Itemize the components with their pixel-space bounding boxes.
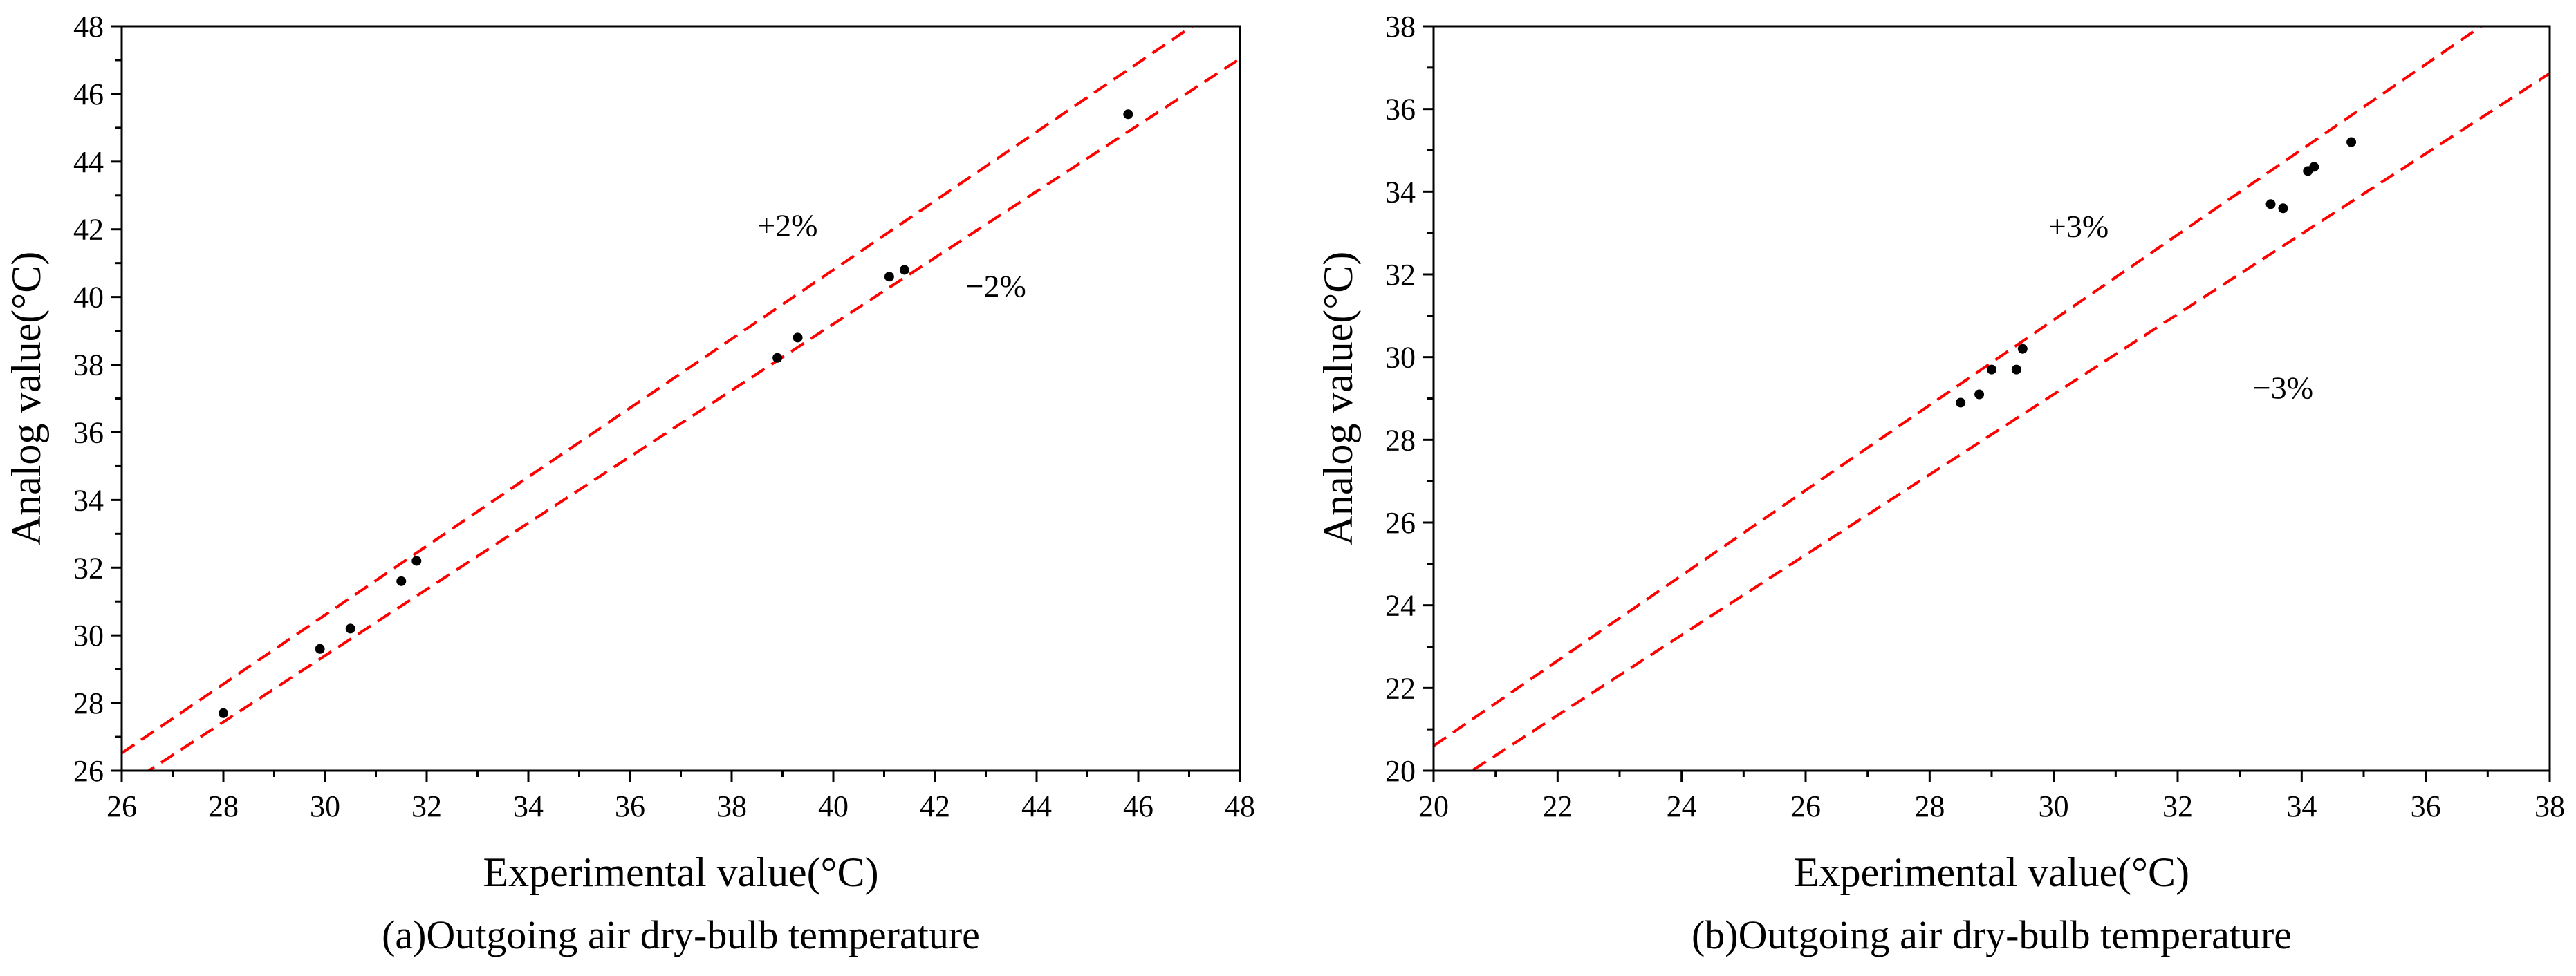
x-tick-label-a: 44 — [1021, 789, 1052, 823]
band-line-b-upper — [1434, 26, 2484, 747]
band-label-b-lower: −3% — [2253, 370, 2313, 406]
x-tick-label-b: 24 — [1667, 789, 1697, 823]
plot-frame-b — [1432, 25, 2551, 772]
y-tick-label-b: 36 — [1385, 93, 1416, 126]
data-point-a-6 — [772, 353, 783, 363]
data-point-b-3 — [1987, 364, 1996, 375]
y-tick-label-b: 26 — [1385, 506, 1416, 540]
x-tick-label-a: 28 — [208, 789, 239, 823]
chart-panel-a: +2% −2% 26 28 30 32 34 36 38 40 42 44 46 48 26 28 30 32 34… — [3, 10, 1255, 957]
y-tick-label-a: 32 — [73, 551, 104, 585]
x-tick-label-b: 30 — [2039, 789, 2069, 823]
data-point-b-9 — [2309, 162, 2319, 172]
band-line-a-upper — [122, 26, 1195, 755]
x-tick-label-a: 48 — [1225, 789, 1255, 823]
x-tick-label-a: 38 — [716, 789, 747, 823]
data-point-b-2 — [1974, 389, 1985, 400]
y-tick-label-a: 44 — [73, 145, 104, 179]
x-tick-label-b: 28 — [1914, 789, 1945, 823]
y-tick-label-a: 46 — [73, 77, 104, 111]
x-tick-label-a: 42 — [920, 789, 950, 823]
data-point-a-2 — [315, 644, 325, 654]
band-lines-b — [1434, 26, 2550, 771]
y-tick-label-a: 42 — [73, 213, 104, 247]
band-line-b-lower — [1469, 72, 2550, 771]
y-tick-label-a: 28 — [73, 686, 104, 720]
x-tick-label-a: 34 — [513, 789, 544, 823]
y-tick-label-b: 20 — [1385, 754, 1416, 788]
data-point-b-10 — [2346, 137, 2357, 147]
band-label-a-lower: −2% — [966, 269, 1026, 304]
data-point-b-4 — [2011, 364, 2021, 375]
data-point-a-1 — [219, 708, 228, 718]
x-tick-label-b: 26 — [1790, 789, 1821, 823]
y-tick-label-b: 28 — [1385, 423, 1416, 457]
band-label-b-upper: +3% — [2048, 209, 2109, 244]
data-point-b-7 — [2278, 203, 2288, 214]
y-tick-label-b: 22 — [1385, 671, 1416, 705]
caption-a: (a)Outgoing air dry-bulb temperature — [382, 912, 980, 957]
data-point-b-5 — [2017, 344, 2028, 354]
data-point-a-10 — [1123, 109, 1133, 120]
x-tick-label-b: 32 — [2162, 789, 2193, 823]
x-tick-label-a: 32 — [411, 789, 442, 823]
x-tick-label-b: 20 — [1418, 789, 1449, 823]
x-axis-title-a: Experimental value(°C) — [483, 850, 878, 895]
y-tick-label-b: 38 — [1385, 10, 1416, 44]
x-tick-label-a: 40 — [818, 789, 849, 823]
data-point-b-6 — [2265, 199, 2276, 209]
y-axis-title-b: Analog value(°C) — [1315, 252, 1361, 546]
band-line-a-lower — [146, 57, 1240, 771]
y-tick-label-a: 30 — [73, 619, 104, 653]
x-tick-label-a: 46 — [1123, 789, 1153, 823]
x-tick-label-b: 36 — [2411, 789, 2441, 823]
data-point-a-5 — [411, 556, 422, 566]
x-axis-title-b: Experimental value(°C) — [1794, 850, 2189, 895]
plot-frame-a — [120, 25, 1241, 772]
data-point-a-4 — [396, 576, 407, 586]
band-lines-a — [122, 26, 1240, 771]
y-tick-label-a: 48 — [73, 10, 104, 44]
caption-b: (b)Outgoing air dry-bulb temperature — [1692, 912, 2292, 957]
data-point-a-8 — [884, 272, 894, 282]
x-tick-label-a: 30 — [310, 789, 340, 823]
y-tick-label-a: 40 — [73, 281, 104, 315]
y-axis-title-a: Analog value(°C) — [3, 252, 49, 546]
y-tick-label-a: 26 — [73, 754, 104, 788]
x-tick-label-b: 22 — [1542, 789, 1573, 823]
y-tick-label-b: 24 — [1385, 589, 1416, 623]
data-point-b-1 — [1956, 397, 1966, 408]
x-tick-label-b: 38 — [2535, 789, 2565, 823]
y-tick-label-b: 30 — [1385, 341, 1416, 375]
data-point-a-3 — [345, 623, 355, 634]
y-tick-label-a: 38 — [73, 348, 104, 382]
data-point-a-9 — [899, 265, 909, 275]
band-label-a-upper: +2% — [757, 208, 817, 243]
x-tick-label-a: 36 — [615, 789, 645, 823]
y-tick-label-b: 32 — [1385, 258, 1416, 292]
data-point-a-7 — [793, 332, 803, 343]
chart-panel-b: +3% −3% 20 22 24 26 28 30 32 34 36 38 20 22 24 26 28 30 32… — [1315, 10, 2565, 957]
x-tick-label-b: 34 — [2286, 789, 2317, 823]
y-tick-label-b: 34 — [1385, 175, 1416, 209]
y-tick-label-a: 34 — [73, 483, 104, 517]
x-tick-label-a: 26 — [106, 789, 137, 823]
y-tick-label-a: 36 — [73, 415, 104, 449]
